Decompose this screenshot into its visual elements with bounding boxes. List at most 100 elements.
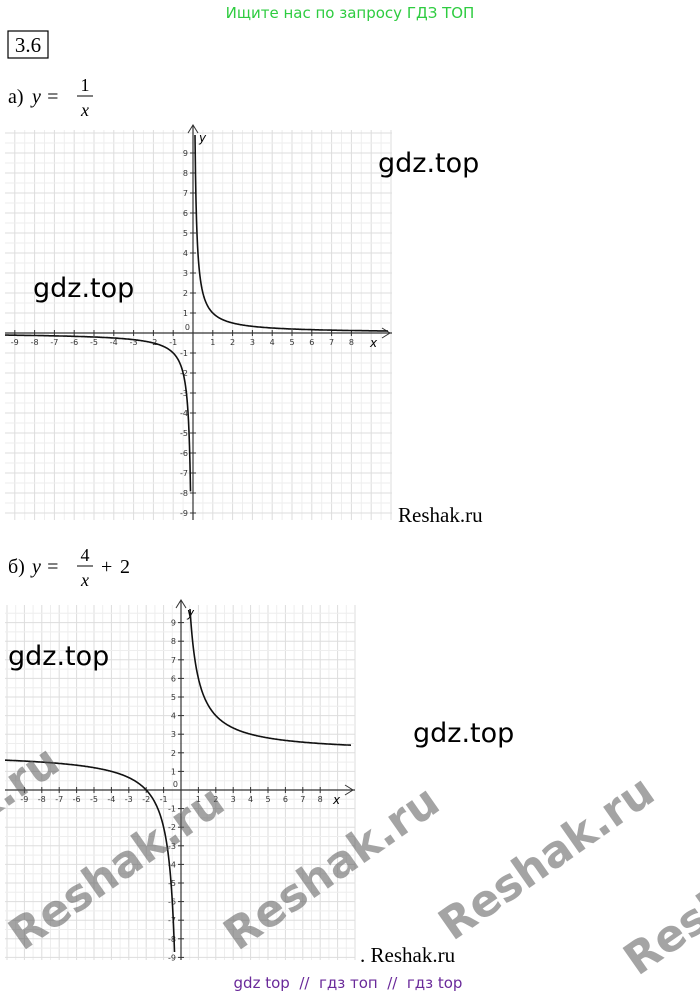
x-tick-label: 6: [283, 795, 288, 804]
y-tick-label: -2: [168, 823, 176, 832]
y-tick-label: -5: [180, 429, 188, 438]
formula-denominator: x: [80, 100, 89, 120]
y-tick-label: -8: [180, 489, 188, 498]
y-tick-label: 3: [171, 730, 176, 739]
x-tick-label: 5: [265, 795, 270, 804]
x-tick-label: -2: [142, 795, 150, 804]
x-tick-label: -7: [50, 338, 58, 347]
x-tick-label: -6: [70, 338, 78, 347]
y-tick-label: 4: [183, 249, 188, 258]
y-tick-label: 5: [171, 693, 176, 702]
watermark-reshak: Reshak.ru: [398, 503, 483, 527]
y-tick-label: 4: [171, 712, 176, 721]
y-arrow: [175, 599, 187, 609]
x-tick-label: 6: [309, 338, 314, 347]
formula-shift: 2: [120, 556, 130, 578]
formula-numerator: 1: [81, 75, 90, 95]
x-tick-label: -8: [31, 338, 39, 347]
y-tick-label: 6: [183, 209, 188, 218]
origin-label: 0: [185, 323, 190, 332]
watermark-diagonal: Reshak.ru: [430, 766, 664, 951]
y-tick-label: -1: [180, 349, 188, 358]
x-tick-label: 3: [231, 795, 236, 804]
x-tick-label: 7: [300, 795, 305, 804]
formula-operator: +: [101, 556, 112, 578]
x-tick-label: -6: [73, 795, 81, 804]
x-tick-label: 4: [248, 795, 253, 804]
y-tick-label: -8: [168, 935, 176, 944]
y-tick-label: 7: [183, 189, 188, 198]
y-tick-label: 9: [171, 619, 176, 628]
x-tick-label: -3: [125, 795, 133, 804]
y-tick-label: -5: [168, 879, 176, 888]
x-tick-label: 4: [270, 338, 275, 347]
y-tick-label: 1: [183, 309, 188, 318]
y-tick-label: -7: [180, 469, 188, 478]
x-tick-label: -4: [107, 795, 115, 804]
footer: gdz top // гдз топ // гдз top: [234, 974, 463, 992]
x-arrow: [344, 784, 354, 796]
y-tick-label: 8: [171, 637, 176, 646]
x-tick-label: 8: [318, 795, 323, 804]
y-tick-label: 1: [171, 767, 176, 776]
curve: [5, 134, 388, 492]
x-tick-label: -8: [38, 795, 46, 804]
x-tick-label: -3: [130, 338, 138, 347]
x-tick-label: 2: [230, 338, 235, 347]
x-arrow: [381, 327, 391, 339]
x-tick-label: -1: [169, 338, 177, 347]
y-arrow: [187, 124, 199, 134]
y-tick-label: 9: [183, 149, 188, 158]
y-tick-label: 6: [171, 674, 176, 683]
x-tick-label: 7: [329, 338, 334, 347]
y-tick-label: -1: [168, 805, 176, 814]
watermark-gdz: gdz.top: [8, 641, 109, 672]
formula-prefix: а): [8, 86, 24, 108]
watermark-gdz: gdz.top: [33, 273, 134, 304]
x-tick-label: -4: [110, 338, 118, 347]
formula-lhs: y =: [30, 86, 59, 108]
x-tick-label: 3: [250, 338, 255, 347]
y-tick-label: 3: [183, 269, 188, 278]
x-tick-label: 2: [213, 795, 218, 804]
y-tick-label: -6: [180, 449, 188, 458]
x-tick-label: -1: [160, 795, 168, 804]
x-tick-label: -5: [90, 338, 98, 347]
x-tick-label: -7: [55, 795, 63, 804]
exercise-box: [7, 30, 49, 59]
y-tick-label: -4: [180, 409, 188, 418]
y-tick-label: 8: [183, 169, 188, 178]
origin-label: 0: [173, 780, 178, 789]
y-axis-label: y: [198, 131, 207, 145]
x-tick-label: 5: [289, 338, 294, 347]
y-tick-label: 5: [183, 229, 188, 238]
y-tick-label: -9: [180, 509, 188, 518]
y-tick-label: -7: [168, 916, 176, 925]
x-tick-label: 1: [196, 795, 201, 804]
formula-numerator: 4: [81, 545, 90, 565]
y-tick-label: 7: [171, 656, 176, 665]
banner: Ищите нас по запросу ГДЗ ТОП: [226, 4, 475, 22]
y-tick-label: -3: [180, 389, 188, 398]
x-tick-label: -9: [20, 795, 28, 804]
formula-denominator: x: [80, 570, 89, 590]
x-tick-label: 1: [210, 338, 215, 347]
exercise-number: 3.6: [15, 33, 41, 57]
x-tick-label: -9: [11, 338, 19, 347]
y-tick-label: -4: [168, 860, 176, 869]
y-tick-label: 2: [171, 749, 176, 758]
formula-lhs: y =: [30, 556, 59, 578]
watermark-gdz: gdz.top: [378, 148, 479, 179]
y-tick-label: -3: [168, 842, 176, 851]
watermark-gdz: gdz.top: [413, 718, 514, 749]
y-tick-label: -9: [168, 953, 176, 962]
watermark-reshak: . Reshak.ru: [360, 943, 456, 967]
formula-prefix: б): [8, 556, 25, 578]
x-axis-label: x: [369, 336, 378, 350]
y-tick-label: 2: [183, 289, 188, 298]
curve: [5, 608, 351, 953]
x-tick-label: 8: [349, 338, 354, 347]
x-axis-label: x: [332, 793, 341, 807]
x-tick-label: -5: [90, 795, 98, 804]
